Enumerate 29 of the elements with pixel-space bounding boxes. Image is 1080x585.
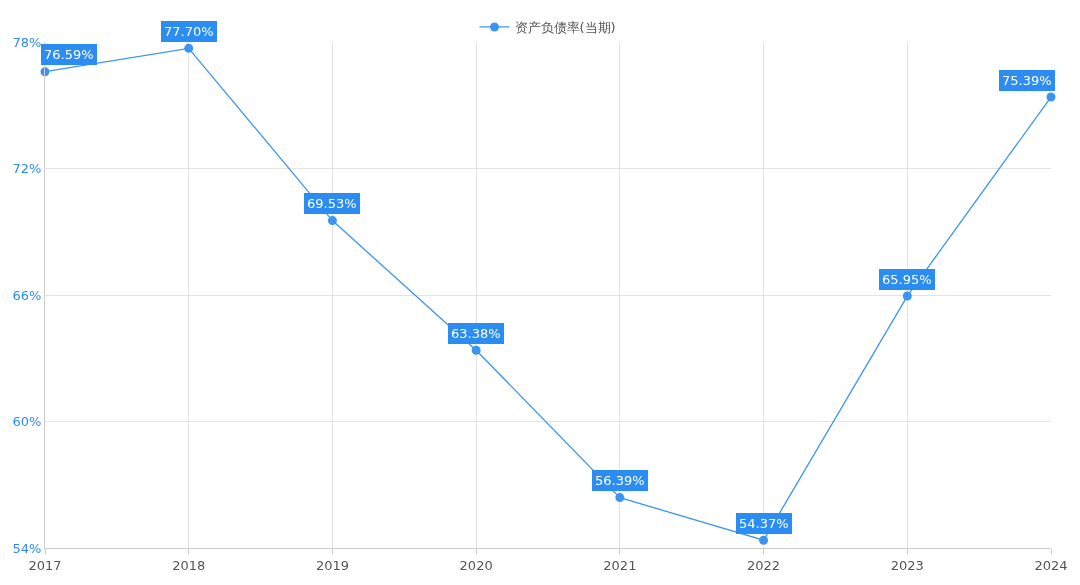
point [471,345,481,355]
x-tick-label: 2017 [28,557,62,573]
x-tick-label: 2022 [747,557,781,573]
y-tick-label: 60% [12,414,42,430]
data-label: 65.95% [882,272,932,287]
data-label: 69.53% [307,196,357,211]
x-tick-label: 2019 [315,557,349,573]
data-label: 54.37% [739,516,789,531]
x-tick-label: 2020 [459,557,493,573]
point [184,43,194,53]
y-tick-label: 54% [12,540,42,556]
y-tick-label: 66% [12,287,42,303]
y-tick-label: 78% [12,34,42,50]
point [1046,92,1056,102]
point [759,535,769,545]
x-tick-label: 2021 [603,557,637,573]
data-label: 63.38% [451,326,501,341]
data-label: 56.39% [595,473,645,488]
legend-label: 资产负债率(当期) [514,20,616,36]
point [902,291,912,301]
y-tick-label: 72% [12,161,42,177]
data-label: 77.70% [164,24,214,39]
point [615,493,625,503]
x-tick-label: 2024 [1034,557,1068,573]
x-tick-label: 2018 [172,557,206,573]
point [327,216,337,226]
data-label: 75.39% [1002,73,1052,88]
data-label: 76.59% [44,47,94,62]
x-tick-label: 2023 [890,557,924,573]
